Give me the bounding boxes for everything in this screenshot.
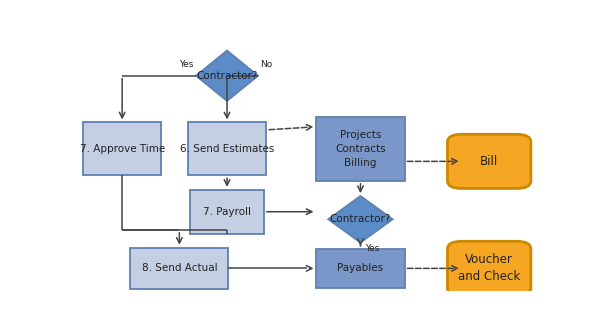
FancyBboxPatch shape [448, 241, 531, 295]
Text: Bill: Bill [480, 155, 498, 168]
Text: No: No [260, 60, 272, 69]
Text: Contractor?: Contractor? [330, 214, 391, 224]
Polygon shape [328, 196, 392, 243]
FancyBboxPatch shape [316, 249, 405, 288]
FancyBboxPatch shape [190, 190, 264, 234]
Polygon shape [196, 51, 258, 101]
Text: 8. Send Actual: 8. Send Actual [141, 263, 217, 273]
Text: 7. Approve Time: 7. Approve Time [79, 144, 165, 154]
FancyBboxPatch shape [188, 122, 266, 175]
Text: Projects
Contracts
Billing: Projects Contracts Billing [335, 130, 386, 168]
Text: Voucher
and Check: Voucher and Check [458, 253, 520, 284]
Text: Yes: Yes [180, 60, 194, 69]
Text: Payables: Payables [338, 263, 384, 273]
FancyBboxPatch shape [316, 117, 405, 181]
FancyBboxPatch shape [83, 122, 162, 175]
Text: Contractor?: Contractor? [196, 71, 258, 81]
FancyBboxPatch shape [448, 134, 531, 188]
Text: 6. Send Estimates: 6. Send Estimates [180, 144, 274, 154]
Text: Yes: Yes [365, 244, 379, 253]
FancyBboxPatch shape [130, 248, 228, 289]
Text: 7. Payroll: 7. Payroll [203, 207, 251, 217]
